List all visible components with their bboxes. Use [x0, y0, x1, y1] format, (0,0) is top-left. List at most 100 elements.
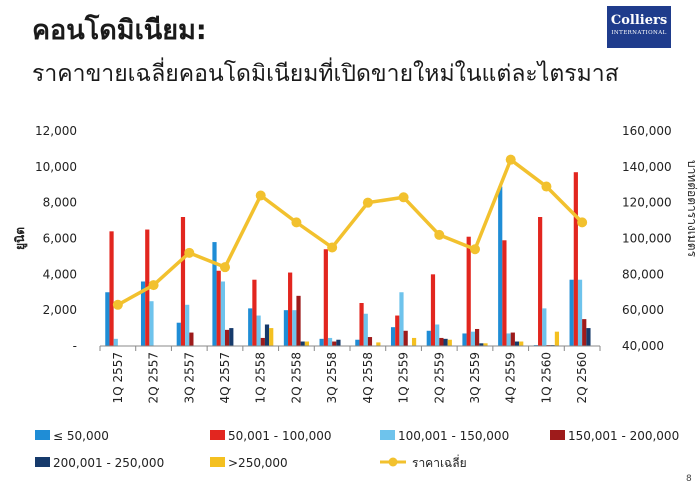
bar [363, 313, 368, 346]
slide-subtitle: ราคาขายเฉลี่ยคอนโดมิเนียมที่เปิดขายใหม่ใ… [32, 61, 619, 87]
x-tick-label: 3Q 2559 [468, 352, 482, 403]
y-tick-label: 12,000 [35, 124, 77, 138]
bar [269, 328, 274, 346]
x-tick-label: 2Q 2559 [432, 352, 446, 403]
price-point [148, 280, 159, 291]
bar [149, 301, 154, 346]
legend-swatch [210, 457, 225, 467]
logo-line1: Colliers [610, 13, 668, 28]
bar [296, 295, 301, 346]
bar [304, 341, 310, 346]
legend-label: 50,001 - 100,000 [228, 429, 332, 443]
price-point [362, 197, 373, 208]
bar [180, 217, 186, 346]
price-point [398, 192, 409, 203]
bar [470, 331, 475, 346]
bar [109, 231, 114, 346]
bar [332, 341, 337, 346]
bar [586, 328, 591, 346]
bar [542, 308, 547, 346]
price-point [434, 229, 445, 240]
legend-line-marker [388, 457, 398, 467]
colliers-logo: Colliers INTERNATIONAL [607, 6, 671, 48]
x-tick-label: 1Q 2560 [539, 352, 553, 403]
legend-swatch [35, 430, 50, 440]
slide-title: คอนโดมิเนียม: [32, 15, 207, 46]
bar [390, 327, 396, 346]
bar [483, 343, 488, 346]
bar [140, 281, 146, 346]
bar [506, 333, 511, 346]
bar [264, 324, 270, 346]
bar [573, 172, 578, 346]
bar [300, 341, 305, 346]
x-tick-label: 2Q 2560 [575, 352, 589, 403]
bar [479, 343, 484, 346]
legend-swatch [380, 430, 395, 440]
price-line [117, 157, 584, 307]
bar [395, 315, 400, 346]
y2-tick-label: 120,000 [622, 196, 672, 210]
bar [519, 341, 524, 346]
page-number: 8 [686, 474, 692, 484]
bar [216, 270, 221, 346]
price-point [541, 181, 552, 192]
x-tick-label: 4Q 2557 [218, 352, 232, 403]
price-point [291, 217, 302, 228]
bar [229, 328, 234, 346]
price-point [327, 242, 338, 253]
x-tick-label: 1Q 2558 [254, 352, 268, 403]
bar [327, 337, 333, 346]
bar [225, 329, 230, 346]
bar [252, 279, 257, 346]
bar [220, 281, 225, 346]
legend-swatch [550, 430, 565, 440]
price-point [505, 154, 516, 165]
bar [403, 330, 408, 346]
legend-label: ราคาเฉลี่ย [412, 454, 467, 470]
bar [292, 310, 297, 346]
x-tick-label: 4Q 2559 [504, 352, 518, 403]
bar [319, 338, 324, 346]
bar [176, 322, 181, 346]
bar [288, 272, 293, 346]
bar [475, 328, 480, 346]
logo-line2: INTERNATIONAL [611, 30, 667, 36]
legend-label: 200,001 - 250,000 [53, 456, 164, 470]
bar [359, 303, 364, 346]
x-tick-label: 3Q 2557 [182, 352, 196, 403]
y2-tick-label: 40,000 [622, 339, 664, 353]
y2-tick-label: 80,000 [622, 267, 664, 281]
legend-label: >250,000 [228, 456, 288, 470]
bar [514, 341, 520, 346]
y-tick-label: 10,000 [35, 160, 77, 174]
bar [569, 279, 574, 346]
bar [538, 217, 543, 346]
bar [498, 186, 503, 346]
price-point [220, 262, 230, 273]
bar [376, 342, 381, 346]
bar [260, 337, 265, 346]
price-point [470, 244, 480, 255]
bar [212, 242, 217, 346]
x-tick-label: 4Q 2558 [361, 352, 375, 403]
y-tick-label: 8,000 [43, 196, 77, 210]
x-tick-label: 2Q 2557 [147, 352, 161, 403]
price-point [112, 299, 123, 310]
legend-swatch [210, 430, 225, 440]
y-tick-label: 6,000 [43, 232, 77, 246]
bar [189, 332, 194, 346]
y2-tick-label: 60,000 [622, 303, 664, 317]
legend-label: ≤ 50,000 [53, 429, 109, 443]
bar [283, 310, 289, 346]
bar [462, 333, 467, 346]
y-tick-label: 4,000 [43, 267, 77, 281]
bar [554, 331, 560, 346]
x-tick-label: 1Q 2557 [111, 352, 125, 403]
bar [510, 332, 515, 346]
bar [113, 338, 118, 346]
bar [439, 337, 444, 346]
x-tick-label: 3Q 2558 [325, 352, 339, 403]
bar [447, 339, 452, 346]
